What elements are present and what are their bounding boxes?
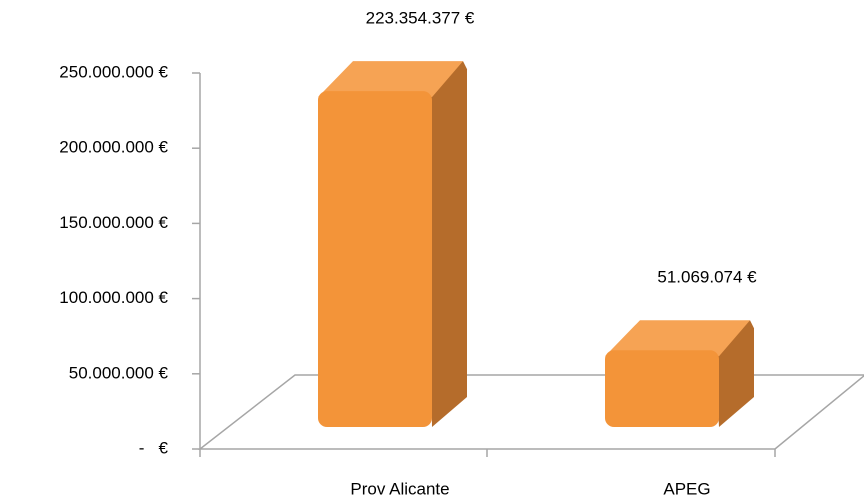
y-tick-label: 50.000.000 € [69,363,169,382]
floor [197,374,864,450]
bar-top [318,61,463,98]
bar-top [605,320,750,357]
y-tick-label: - € [139,438,169,457]
y-tick-label: 150.000.000 € [59,213,168,232]
x-tick-label: APEG [663,479,710,498]
y-tick-label: 100.000.000 € [59,288,168,307]
x-tick-label: Prov Alicante [350,479,449,498]
value-label: 223.354.377 € [366,9,475,28]
bar-side [428,61,467,428]
bar [605,350,719,427]
bar [318,91,432,428]
y-tick-label: 250.000.000 € [59,62,168,81]
y-tick-label: 200.000.000 € [59,138,168,157]
value-label: 51.069.074 € [657,268,757,287]
